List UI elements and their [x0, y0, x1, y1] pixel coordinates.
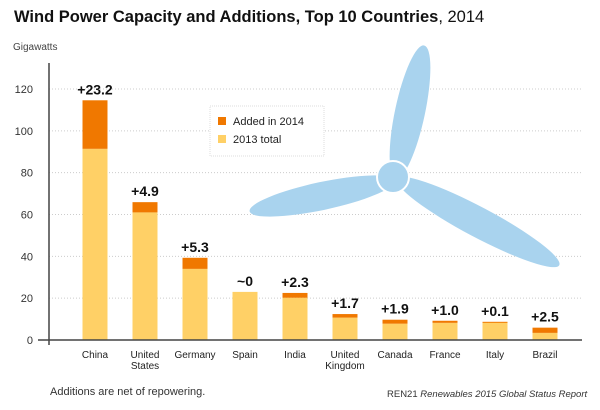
bar-2013-total	[232, 291, 258, 340]
y-tick-label: 20	[21, 293, 33, 305]
chart-title-year: , 2014	[438, 8, 485, 26]
bar-added-2014	[132, 202, 158, 213]
x-tick-label: Spain	[232, 350, 258, 361]
legend-box	[209, 105, 325, 157]
data-label: +2.3	[281, 274, 309, 290]
legend: Added in 2014 2013 total	[209, 105, 325, 157]
bar-2013-total	[132, 212, 158, 340]
y-tick-label: 60	[21, 210, 33, 222]
data-label: +23.2	[77, 81, 113, 97]
turbine-blade-right	[396, 176, 560, 268]
chart-title-main: Wind Power Capacity and Additions, Top 1…	[14, 8, 439, 26]
legend-label-2013: 2013 total	[233, 134, 281, 146]
bar-added-2014	[482, 321, 508, 323]
source-org: REN21	[387, 389, 418, 400]
legend-label-added: Added in 2014	[233, 116, 304, 128]
x-tick-label: States	[131, 361, 159, 372]
bar-2013-total	[82, 148, 108, 340]
x-tick-label: Canada	[377, 350, 412, 361]
x-tick-label: United	[331, 350, 360, 361]
bar-added-2014	[82, 100, 108, 149]
x-tick-label: France	[429, 350, 461, 361]
x-tick-label: Kingdom	[325, 361, 364, 372]
data-label: ~0	[237, 273, 253, 289]
y-tick-label: 80	[21, 168, 33, 180]
data-label: +5.3	[181, 239, 209, 255]
legend-swatch-added	[218, 117, 226, 125]
chart-title: Wind Power Capacity and Additions, Top 1…	[14, 8, 484, 27]
bar-added-2014	[332, 314, 358, 318]
x-tick-label: China	[82, 350, 109, 361]
data-label: +2.5	[531, 309, 559, 325]
y-tick-label: 0	[27, 335, 33, 347]
turbine-hub	[376, 160, 410, 194]
source-citation: REN21 Renewables 2015 Global Status Repo…	[387, 389, 587, 400]
data-label: +1.9	[381, 301, 409, 317]
bar-added-2014	[532, 327, 558, 333]
bar-2013-total	[432, 322, 458, 340]
x-tick-label: Italy	[486, 350, 504, 361]
bar-2013-total	[332, 317, 358, 340]
footnote: Additions are net of repowering.	[50, 386, 206, 398]
x-tick-label: India	[284, 350, 306, 361]
bar-2013-total	[382, 323, 408, 340]
bar-2013-total	[532, 332, 558, 340]
y-tick-label: 120	[15, 84, 33, 96]
turbine-blade-left	[249, 175, 395, 217]
bar-added-2014	[182, 257, 208, 269]
data-label: +0.1	[481, 303, 509, 319]
turbine-blade-top	[389, 45, 431, 179]
y-axis-label: Gigawatts	[13, 42, 58, 53]
data-label: +1.7	[331, 295, 359, 311]
y-tick-label: 40	[21, 251, 33, 263]
source-title: Renewables 2015 Global Status Report	[420, 389, 588, 400]
bar-2013-total	[182, 268, 208, 340]
bar-added-2014	[282, 292, 308, 298]
x-tick-label: Germany	[174, 350, 215, 361]
bar-added-2014	[432, 320, 458, 323]
x-tick-label: Brazil	[532, 350, 557, 361]
data-label: +1.0	[431, 302, 459, 318]
y-tick-label: 100	[15, 126, 33, 138]
legend-swatch-2013	[218, 135, 226, 143]
bar-added-2014	[382, 319, 408, 324]
bar-2013-total	[482, 322, 508, 340]
x-tick-label: United	[131, 350, 160, 361]
bar-2013-total	[282, 297, 308, 340]
data-label: +4.9	[131, 183, 159, 199]
wind-turbine-illustration	[249, 45, 560, 268]
